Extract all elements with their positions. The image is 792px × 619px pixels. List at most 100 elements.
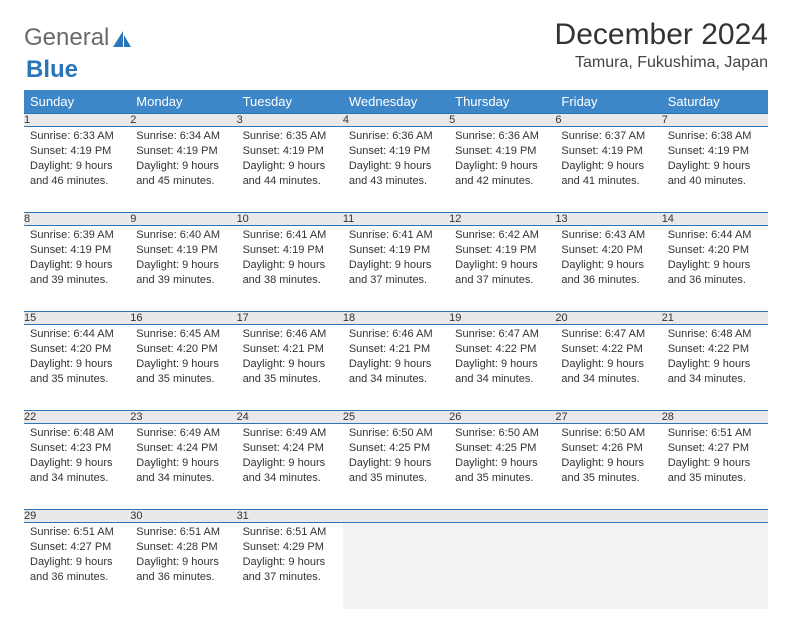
sunrise-line: Sunrise: 6:44 AM <box>30 327 124 342</box>
daynum-row: 293031 <box>24 510 768 523</box>
daynum-row: 891011121314 <box>24 213 768 226</box>
sunset-line: Sunset: 4:19 PM <box>455 243 549 258</box>
sunrise-line: Sunrise: 6:41 AM <box>243 228 337 243</box>
day-cell-body: Sunrise: 6:50 AMSunset: 4:25 PMDaylight:… <box>449 424 555 489</box>
day-number: 14 <box>662 213 768 226</box>
day-number: 6 <box>555 114 661 127</box>
daylight-line: Daylight: 9 hours and 35 minutes. <box>349 456 443 486</box>
day-number: 30 <box>130 510 236 523</box>
daylight-line: Daylight: 9 hours and 40 minutes. <box>668 159 762 189</box>
calendar-body: 1234567Sunrise: 6:33 AMSunset: 4:19 PMDa… <box>24 114 768 609</box>
empty-cell <box>343 523 449 609</box>
day-number: 22 <box>24 411 130 424</box>
brand-text-blue: Blue <box>26 56 78 84</box>
day-cell: Sunrise: 6:51 AMSunset: 4:29 PMDaylight:… <box>237 523 343 609</box>
day-number: 13 <box>555 213 661 226</box>
daylight-line: Daylight: 9 hours and 37 minutes. <box>455 258 549 288</box>
sunset-line: Sunset: 4:19 PM <box>349 243 443 258</box>
daynum-row: 15161718192021 <box>24 312 768 325</box>
day-number: 3 <box>237 114 343 127</box>
day-cell-body: Sunrise: 6:36 AMSunset: 4:19 PMDaylight:… <box>343 127 449 192</box>
day-cell-body: Sunrise: 6:44 AMSunset: 4:20 PMDaylight:… <box>24 325 130 390</box>
day-number: 21 <box>662 312 768 325</box>
day-number: 9 <box>130 213 236 226</box>
sunrise-line: Sunrise: 6:49 AM <box>243 426 337 441</box>
day-cell: Sunrise: 6:41 AMSunset: 4:19 PMDaylight:… <box>343 226 449 312</box>
day-cell: Sunrise: 6:50 AMSunset: 4:25 PMDaylight:… <box>343 424 449 510</box>
sunset-line: Sunset: 4:21 PM <box>243 342 337 357</box>
week-row: Sunrise: 6:39 AMSunset: 4:19 PMDaylight:… <box>24 226 768 312</box>
day-number: 7 <box>662 114 768 127</box>
sunset-line: Sunset: 4:20 PM <box>136 342 230 357</box>
day-cell-body: Sunrise: 6:47 AMSunset: 4:22 PMDaylight:… <box>555 325 661 390</box>
day-cell: Sunrise: 6:45 AMSunset: 4:20 PMDaylight:… <box>130 325 236 411</box>
week-row: Sunrise: 6:51 AMSunset: 4:27 PMDaylight:… <box>24 523 768 609</box>
day-cell: Sunrise: 6:36 AMSunset: 4:19 PMDaylight:… <box>343 127 449 213</box>
day-cell: Sunrise: 6:40 AMSunset: 4:19 PMDaylight:… <box>130 226 236 312</box>
day-cell-body: Sunrise: 6:50 AMSunset: 4:25 PMDaylight:… <box>343 424 449 489</box>
day-number: 1 <box>24 114 130 127</box>
sunrise-line: Sunrise: 6:48 AM <box>30 426 124 441</box>
sunset-line: Sunset: 4:24 PM <box>243 441 337 456</box>
week-row: Sunrise: 6:33 AMSunset: 4:19 PMDaylight:… <box>24 127 768 213</box>
daylight-line: Daylight: 9 hours and 37 minutes. <box>243 555 337 585</box>
day-cell: Sunrise: 6:44 AMSunset: 4:20 PMDaylight:… <box>662 226 768 312</box>
day-number: 5 <box>449 114 555 127</box>
daylight-line: Daylight: 9 hours and 35 minutes. <box>243 357 337 387</box>
sunset-line: Sunset: 4:19 PM <box>668 144 762 159</box>
sunset-line: Sunset: 4:19 PM <box>30 144 124 159</box>
day-number: 23 <box>130 411 236 424</box>
sunrise-line: Sunrise: 6:37 AM <box>561 129 655 144</box>
day-cell-body: Sunrise: 6:48 AMSunset: 4:23 PMDaylight:… <box>24 424 130 489</box>
sunrise-line: Sunrise: 6:43 AM <box>561 228 655 243</box>
sunrise-line: Sunrise: 6:50 AM <box>455 426 549 441</box>
daylight-line: Daylight: 9 hours and 34 minutes. <box>136 456 230 486</box>
day-cell: Sunrise: 6:44 AMSunset: 4:20 PMDaylight:… <box>24 325 130 411</box>
sunrise-line: Sunrise: 6:41 AM <box>349 228 443 243</box>
sunset-line: Sunset: 4:19 PM <box>30 243 124 258</box>
day-cell-body: Sunrise: 6:45 AMSunset: 4:20 PMDaylight:… <box>130 325 236 390</box>
weekday-header-row: Sunday Monday Tuesday Wednesday Thursday… <box>24 90 768 114</box>
sunset-line: Sunset: 4:19 PM <box>455 144 549 159</box>
day-number: 25 <box>343 411 449 424</box>
sunset-line: Sunset: 4:22 PM <box>455 342 549 357</box>
sunset-line: Sunset: 4:20 PM <box>30 342 124 357</box>
month-title: December 2024 <box>555 18 768 52</box>
weekday-header: Saturday <box>662 90 768 114</box>
daylight-line: Daylight: 9 hours and 34 minutes. <box>349 357 443 387</box>
day-number: 26 <box>449 411 555 424</box>
empty-daynum <box>662 510 768 523</box>
sunrise-line: Sunrise: 6:42 AM <box>455 228 549 243</box>
day-cell-body: Sunrise: 6:46 AMSunset: 4:21 PMDaylight:… <box>237 325 343 390</box>
day-cell: Sunrise: 6:50 AMSunset: 4:25 PMDaylight:… <box>449 424 555 510</box>
brand-text-general: General <box>24 24 109 52</box>
day-cell-body: Sunrise: 6:51 AMSunset: 4:29 PMDaylight:… <box>237 523 343 588</box>
daylight-line: Daylight: 9 hours and 36 minutes. <box>30 555 124 585</box>
sunrise-line: Sunrise: 6:47 AM <box>455 327 549 342</box>
empty-cell <box>449 523 555 609</box>
day-cell: Sunrise: 6:49 AMSunset: 4:24 PMDaylight:… <box>130 424 236 510</box>
day-cell-body: Sunrise: 6:41 AMSunset: 4:19 PMDaylight:… <box>237 226 343 291</box>
day-number: 15 <box>24 312 130 325</box>
day-cell-body: Sunrise: 6:49 AMSunset: 4:24 PMDaylight:… <box>130 424 236 489</box>
sunset-line: Sunset: 4:25 PM <box>455 441 549 456</box>
sunset-line: Sunset: 4:19 PM <box>243 144 337 159</box>
day-number: 31 <box>237 510 343 523</box>
day-cell: Sunrise: 6:51 AMSunset: 4:27 PMDaylight:… <box>662 424 768 510</box>
day-cell-body: Sunrise: 6:44 AMSunset: 4:20 PMDaylight:… <box>662 226 768 291</box>
day-cell-body: Sunrise: 6:42 AMSunset: 4:19 PMDaylight:… <box>449 226 555 291</box>
daylight-line: Daylight: 9 hours and 35 minutes. <box>30 357 124 387</box>
day-cell: Sunrise: 6:47 AMSunset: 4:22 PMDaylight:… <box>555 325 661 411</box>
day-cell-body: Sunrise: 6:36 AMSunset: 4:19 PMDaylight:… <box>449 127 555 192</box>
sunrise-line: Sunrise: 6:35 AM <box>243 129 337 144</box>
sunrise-line: Sunrise: 6:51 AM <box>243 525 337 540</box>
day-cell: Sunrise: 6:46 AMSunset: 4:21 PMDaylight:… <box>343 325 449 411</box>
sunset-line: Sunset: 4:26 PM <box>561 441 655 456</box>
sunrise-line: Sunrise: 6:44 AM <box>668 228 762 243</box>
daylight-line: Daylight: 9 hours and 34 minutes. <box>668 357 762 387</box>
day-cell-body: Sunrise: 6:34 AMSunset: 4:19 PMDaylight:… <box>130 127 236 192</box>
day-cell-body: Sunrise: 6:35 AMSunset: 4:19 PMDaylight:… <box>237 127 343 192</box>
day-cell: Sunrise: 6:38 AMSunset: 4:19 PMDaylight:… <box>662 127 768 213</box>
sunset-line: Sunset: 4:20 PM <box>668 243 762 258</box>
sunset-line: Sunset: 4:19 PM <box>349 144 443 159</box>
